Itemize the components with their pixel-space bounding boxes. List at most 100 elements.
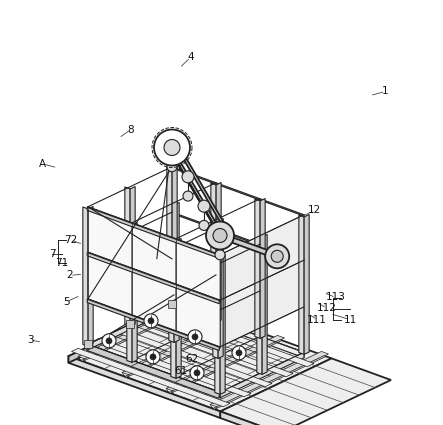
Polygon shape xyxy=(220,352,304,398)
Polygon shape xyxy=(176,239,220,300)
Circle shape xyxy=(265,244,289,268)
Polygon shape xyxy=(93,338,251,397)
Text: 111: 111 xyxy=(307,314,327,325)
Circle shape xyxy=(214,230,226,241)
Polygon shape xyxy=(166,335,284,391)
Circle shape xyxy=(102,334,116,348)
Polygon shape xyxy=(213,219,218,358)
Text: 4: 4 xyxy=(187,52,194,62)
Polygon shape xyxy=(169,203,174,343)
Circle shape xyxy=(213,229,227,243)
Polygon shape xyxy=(172,304,304,358)
Polygon shape xyxy=(88,304,172,350)
Circle shape xyxy=(166,142,178,153)
Text: 1: 1 xyxy=(382,86,389,96)
Polygon shape xyxy=(132,223,137,363)
Polygon shape xyxy=(87,252,219,304)
Text: 62: 62 xyxy=(185,354,198,364)
Polygon shape xyxy=(87,207,219,258)
Circle shape xyxy=(190,366,204,380)
Polygon shape xyxy=(255,199,260,338)
Polygon shape xyxy=(88,252,220,301)
Polygon shape xyxy=(88,207,220,256)
Polygon shape xyxy=(83,207,88,346)
Circle shape xyxy=(144,314,158,328)
Circle shape xyxy=(167,162,177,172)
Text: A: A xyxy=(39,159,46,169)
Polygon shape xyxy=(88,207,132,268)
Polygon shape xyxy=(88,299,220,348)
Polygon shape xyxy=(88,207,93,346)
Circle shape xyxy=(206,221,234,249)
Circle shape xyxy=(198,200,210,212)
Circle shape xyxy=(236,350,242,356)
Polygon shape xyxy=(127,223,132,363)
Polygon shape xyxy=(132,223,176,284)
Polygon shape xyxy=(262,215,304,280)
Polygon shape xyxy=(257,235,262,374)
Circle shape xyxy=(183,191,193,201)
Bar xyxy=(168,300,176,308)
Circle shape xyxy=(146,350,160,364)
Polygon shape xyxy=(262,260,304,327)
Bar xyxy=(84,340,92,348)
Polygon shape xyxy=(176,141,229,236)
Polygon shape xyxy=(170,150,223,242)
Polygon shape xyxy=(88,252,132,315)
Polygon shape xyxy=(132,268,176,331)
Polygon shape xyxy=(215,255,220,394)
Polygon shape xyxy=(262,235,267,374)
Text: 8: 8 xyxy=(128,125,134,135)
Polygon shape xyxy=(172,259,304,308)
Text: 11: 11 xyxy=(343,314,357,325)
Circle shape xyxy=(154,130,190,165)
Polygon shape xyxy=(176,284,220,347)
Polygon shape xyxy=(69,356,220,418)
Circle shape xyxy=(106,338,112,344)
Polygon shape xyxy=(218,218,223,358)
Circle shape xyxy=(215,250,225,260)
Polygon shape xyxy=(124,323,238,377)
Polygon shape xyxy=(167,167,172,306)
Text: 12: 12 xyxy=(308,205,321,215)
Circle shape xyxy=(232,346,246,360)
Polygon shape xyxy=(216,182,221,323)
Polygon shape xyxy=(87,299,219,351)
Text: 72: 72 xyxy=(64,235,78,245)
Circle shape xyxy=(271,250,283,262)
Text: 5: 5 xyxy=(63,297,70,307)
Polygon shape xyxy=(88,344,220,398)
Circle shape xyxy=(188,330,202,344)
Polygon shape xyxy=(220,255,225,394)
Polygon shape xyxy=(213,356,326,409)
Polygon shape xyxy=(134,318,293,377)
Polygon shape xyxy=(170,144,222,239)
Circle shape xyxy=(192,334,198,340)
Polygon shape xyxy=(222,234,286,262)
Polygon shape xyxy=(78,303,197,359)
Circle shape xyxy=(182,171,194,183)
Polygon shape xyxy=(210,351,329,407)
Polygon shape xyxy=(130,187,135,326)
Circle shape xyxy=(194,370,200,376)
Text: 113: 113 xyxy=(326,292,346,303)
Polygon shape xyxy=(176,238,181,378)
Polygon shape xyxy=(155,308,314,367)
Polygon shape xyxy=(69,303,180,363)
Text: 2: 2 xyxy=(67,270,73,280)
Text: 3: 3 xyxy=(27,335,33,345)
Polygon shape xyxy=(220,280,262,347)
Polygon shape xyxy=(260,198,265,338)
Polygon shape xyxy=(122,320,241,375)
Polygon shape xyxy=(220,358,391,425)
Text: 71: 71 xyxy=(55,258,69,268)
Polygon shape xyxy=(220,411,280,425)
Circle shape xyxy=(150,354,156,360)
Polygon shape xyxy=(71,348,230,407)
Polygon shape xyxy=(69,303,332,411)
Polygon shape xyxy=(81,308,194,361)
Polygon shape xyxy=(172,167,304,216)
Polygon shape xyxy=(220,235,262,300)
Text: 112: 112 xyxy=(317,303,337,313)
Polygon shape xyxy=(304,215,309,354)
